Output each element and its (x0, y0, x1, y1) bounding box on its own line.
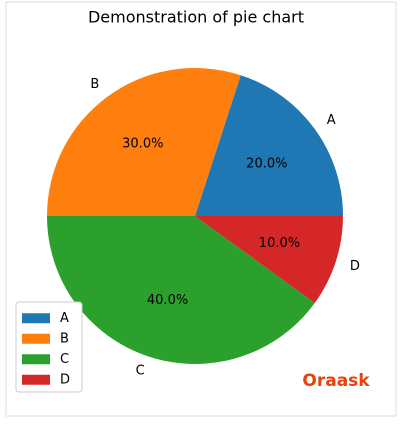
pie-slice (47, 216, 315, 365)
value-label: 30.0% (122, 137, 163, 152)
value-label: 20.0% (246, 156, 287, 171)
legend-swatch (22, 333, 50, 344)
slice-label: A (327, 113, 336, 128)
legend-box (15, 301, 83, 393)
legend-swatch (22, 374, 50, 385)
pie-slice (195, 75, 343, 216)
legend-label: D (60, 372, 70, 387)
pie-slice (195, 216, 343, 303)
legend-label: C (60, 352, 69, 367)
legend-swatch (22, 313, 50, 324)
legend-swatch (22, 354, 50, 365)
legend-label: B (60, 331, 69, 346)
value-label: 40.0% (147, 293, 188, 308)
slice-label: D (350, 259, 360, 274)
pie-slice (47, 67, 241, 216)
slice-label: C (136, 363, 145, 378)
chart-title: Demonstration of pie chart (88, 8, 304, 27)
legend-label: A (60, 311, 69, 326)
value-label: 10.0% (259, 236, 300, 251)
watermark: Oraask (302, 371, 370, 391)
slice-label: B (90, 77, 99, 92)
